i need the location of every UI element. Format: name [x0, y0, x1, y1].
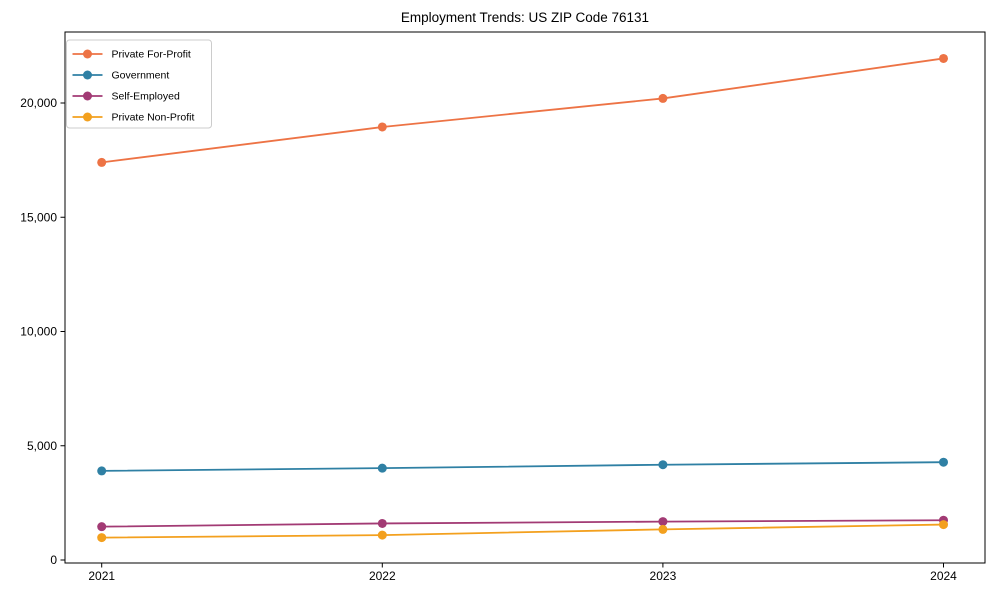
x-tick-label: 2021 — [88, 569, 115, 583]
legend-entry-government: Government — [72, 70, 170, 82]
series-private-non-profit — [97, 520, 948, 543]
x-tick-label: 2024 — [930, 569, 957, 583]
x-axis: 2021 2022 2023 2024 — [88, 563, 957, 583]
y-tick-label: 0 — [50, 553, 57, 567]
legend-marker — [83, 49, 92, 59]
series-self-employed — [97, 515, 948, 532]
data-point — [658, 93, 668, 103]
data-point — [377, 530, 387, 540]
y-axis: 0 5,000 10,000 15,000 20,000 — [20, 96, 65, 567]
chart-title: Employment Trends: US ZIP Code 76131 — [401, 10, 649, 25]
legend-label: Private Non-Profit — [112, 112, 195, 124]
legend-label: Private For-Profit — [112, 49, 191, 61]
series-line — [101, 461, 944, 472]
data-point — [97, 466, 107, 476]
legend-entry-private-non-profit: Private Non-Profit — [72, 112, 195, 124]
data-point — [939, 457, 948, 467]
series-private-for-profit — [97, 53, 948, 167]
data-point — [377, 122, 387, 132]
legend: Private For-Profit Government Self-Employe… — [66, 39, 212, 129]
data-point — [658, 524, 668, 534]
data-point — [97, 533, 107, 543]
data-point — [939, 520, 948, 530]
data-point — [377, 518, 387, 528]
data-point — [97, 157, 107, 167]
x-tick-label: 2023 — [650, 569, 677, 583]
legend-entry-private-for-profit: Private For-Profit — [72, 49, 191, 61]
y-tick-label: 5,000 — [27, 439, 57, 453]
legend-marker — [83, 70, 92, 80]
legend-marker — [83, 91, 92, 101]
x-tick-label: 2022 — [369, 569, 396, 583]
data-point — [658, 460, 668, 470]
plot-border — [64, 31, 986, 564]
legend-label: Self-Employed — [112, 91, 180, 103]
y-tick-label: 15,000 — [20, 210, 57, 224]
legend-label: Government — [112, 70, 170, 82]
legend-marker — [83, 112, 92, 122]
data-point — [97, 522, 107, 532]
legend-entry-self-employed: Self-Employed — [72, 91, 180, 103]
series-line — [101, 519, 944, 528]
data-point — [377, 463, 387, 473]
y-tick-label: 10,000 — [20, 325, 57, 339]
legend-box — [66, 39, 212, 129]
data-point — [939, 53, 948, 63]
series-line — [101, 523, 944, 539]
series-line — [101, 57, 944, 164]
data-point — [658, 517, 668, 527]
y-tick-label: 20,000 — [20, 96, 57, 110]
series-government — [97, 457, 948, 476]
